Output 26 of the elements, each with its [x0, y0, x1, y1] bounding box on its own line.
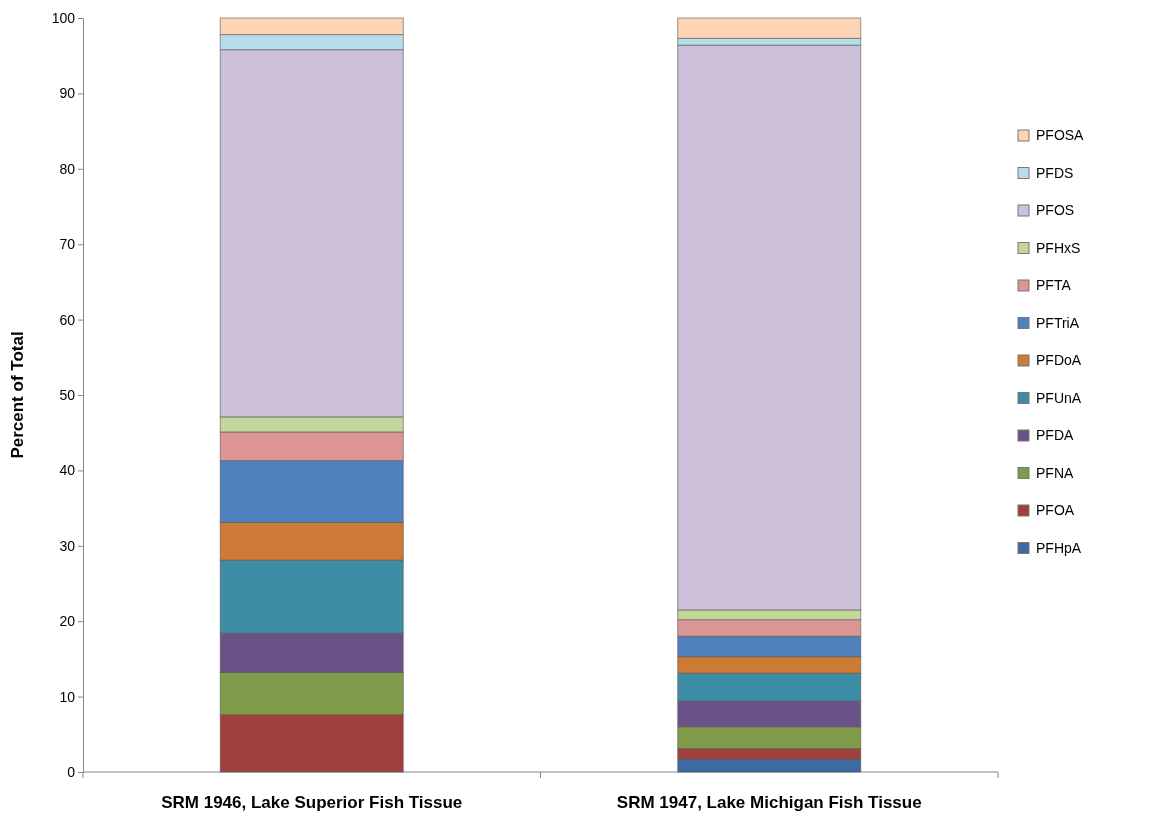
y-tick-label: 50: [59, 386, 76, 403]
legend-label: PFTA: [1036, 277, 1072, 293]
y-tick-label: 20: [59, 613, 76, 630]
legend-label: PFDS: [1036, 164, 1074, 181]
y-tick-label: 90: [59, 85, 76, 102]
legend-label: PFHxS: [1036, 239, 1081, 256]
y-axis-title: Percent of Total: [8, 331, 27, 459]
y-tick-label: 30: [59, 537, 76, 554]
y-tick-label: 70: [59, 236, 76, 253]
legend-label: PFOSA: [1036, 127, 1085, 143]
legend-label: PFDoA: [1036, 352, 1082, 368]
y-tick-label: 0: [67, 763, 76, 780]
legend-label: PFNA: [1036, 464, 1074, 481]
legend-label: PFOS: [1036, 202, 1075, 218]
x-tick-label: SRM 1947, Lake Michigan Fish Tissue: [616, 793, 922, 812]
y-tick-label: 40: [59, 462, 76, 479]
y-tick-label: 80: [59, 160, 76, 177]
legend-label: PFDA: [1036, 427, 1074, 443]
legend-label: PFUnA: [1036, 389, 1082, 406]
legend-label: PFTriA: [1036, 314, 1080, 331]
y-tick-label: 60: [59, 311, 76, 328]
x-tick-label: SRM 1946, Lake Superior Fish Tissue: [161, 793, 463, 812]
legend-label: PFHpA: [1036, 539, 1082, 556]
legend-label: PFOA: [1036, 502, 1075, 518]
y-tick-label: 100: [51, 9, 76, 26]
y-tick-label: 10: [59, 688, 76, 705]
